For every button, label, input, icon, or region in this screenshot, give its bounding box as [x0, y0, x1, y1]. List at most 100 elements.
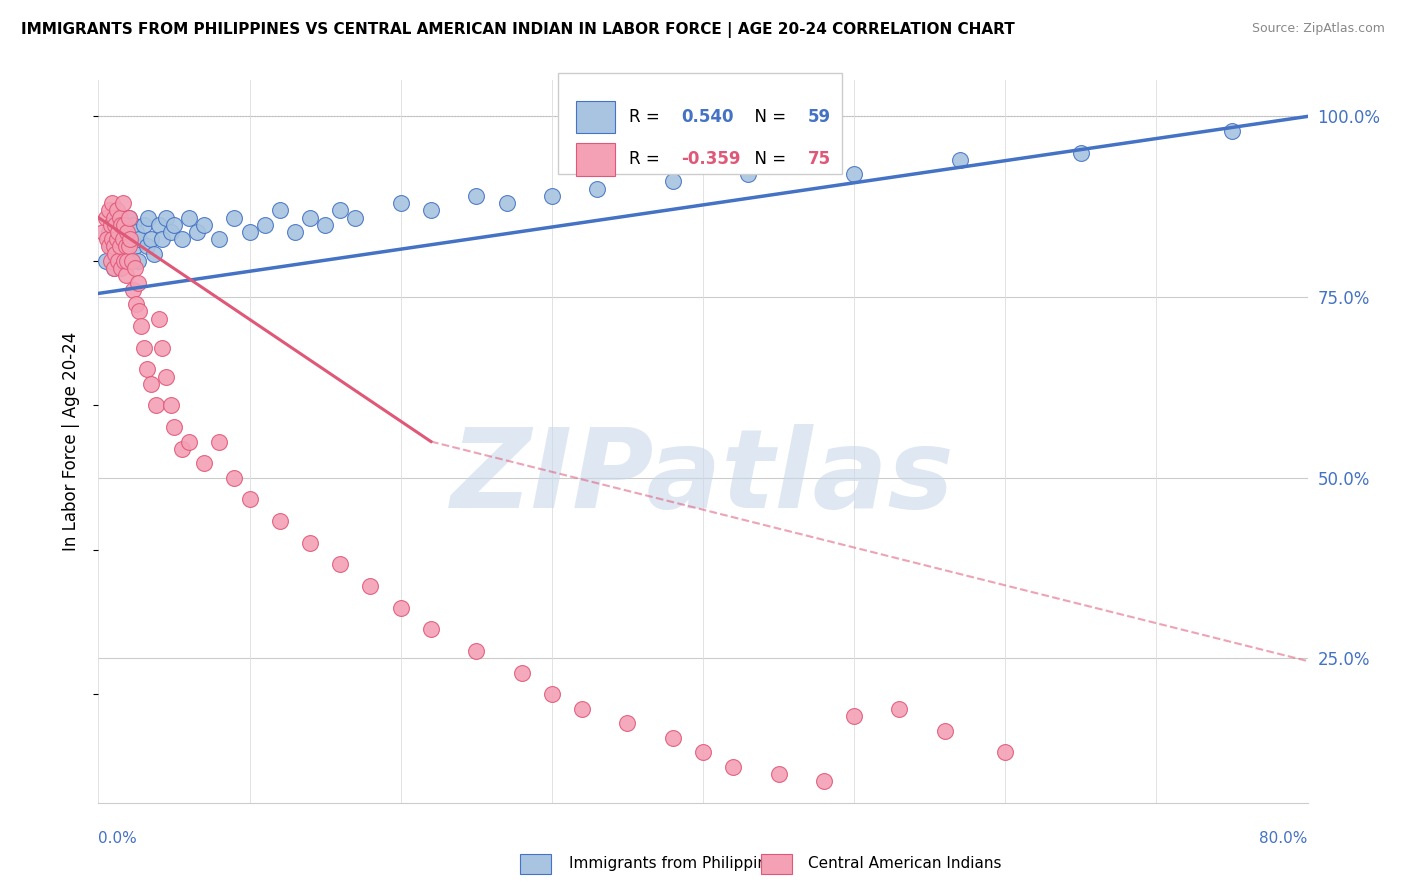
Point	[98, 203, 121, 218]
Point	[100, 218, 122, 232]
Point	[125, 297, 148, 311]
Point	[115, 253, 138, 268]
Point	[107, 246, 129, 260]
Text: R =: R =	[630, 151, 665, 169]
Point	[269, 203, 291, 218]
Point	[148, 218, 170, 232]
Point	[299, 535, 322, 549]
Point	[103, 239, 125, 253]
Point	[495, 196, 517, 211]
Point	[118, 239, 141, 253]
Point	[141, 232, 163, 246]
Text: Central American Indians: Central American Indians	[808, 856, 1002, 871]
Point	[111, 196, 134, 211]
Point	[179, 434, 201, 449]
Point	[103, 211, 125, 225]
Point	[540, 189, 562, 203]
Point	[105, 203, 128, 218]
Point	[160, 225, 183, 239]
Point	[344, 211, 367, 225]
Point	[110, 261, 132, 276]
Point	[103, 261, 125, 276]
FancyBboxPatch shape	[576, 143, 614, 176]
FancyBboxPatch shape	[576, 101, 614, 133]
Point	[94, 253, 117, 268]
Text: N =: N =	[744, 151, 792, 169]
Point	[118, 211, 141, 225]
Point	[103, 239, 125, 253]
Text: Immigrants from Philippines: Immigrants from Philippines	[569, 856, 785, 871]
Point	[616, 716, 638, 731]
Point	[98, 225, 121, 239]
Point	[949, 153, 972, 167]
Point	[186, 225, 208, 239]
Point	[114, 239, 136, 253]
Point	[571, 702, 593, 716]
Point	[105, 232, 128, 246]
Point	[104, 246, 127, 260]
Point	[586, 181, 609, 195]
Point	[360, 579, 382, 593]
Point	[125, 225, 148, 239]
Point	[127, 253, 149, 268]
Point	[193, 456, 215, 470]
Point	[103, 218, 125, 232]
Point	[844, 167, 866, 181]
Point	[661, 174, 683, 188]
Point	[108, 211, 131, 225]
Point	[329, 203, 352, 218]
Point	[465, 189, 488, 203]
Point	[101, 196, 124, 211]
Point	[170, 442, 193, 456]
Point	[155, 369, 177, 384]
Point	[510, 665, 533, 680]
Point	[239, 225, 262, 239]
Point	[143, 246, 166, 260]
Point	[737, 167, 759, 181]
Point	[100, 253, 122, 268]
Text: R =: R =	[630, 108, 665, 126]
Point	[115, 225, 138, 239]
Point	[389, 600, 412, 615]
Point	[692, 745, 714, 759]
Point	[155, 211, 177, 225]
Point	[813, 774, 835, 789]
Point	[994, 745, 1017, 759]
Point	[115, 225, 138, 239]
Point	[118, 253, 141, 268]
Point	[108, 211, 131, 225]
Point	[299, 211, 322, 225]
Point	[329, 558, 352, 572]
Point	[104, 218, 127, 232]
Point	[118, 211, 141, 225]
Point	[111, 232, 134, 246]
Text: ZIPatlas: ZIPatlas	[451, 425, 955, 531]
Point	[112, 218, 135, 232]
Point	[114, 239, 136, 253]
Point	[150, 232, 173, 246]
Point	[128, 232, 150, 246]
Point	[120, 232, 142, 246]
Point	[121, 253, 143, 268]
Text: IMMIGRANTS FROM PHILIPPINES VS CENTRAL AMERICAN INDIAN IN LABOR FORCE | AGE 20-2: IMMIGRANTS FROM PHILIPPINES VS CENTRAL A…	[21, 22, 1015, 38]
FancyBboxPatch shape	[558, 73, 842, 174]
Text: 0.0%: 0.0%	[98, 830, 138, 846]
Point	[108, 239, 131, 253]
Point	[540, 687, 562, 701]
Point	[934, 723, 956, 738]
Point	[208, 232, 231, 246]
Point	[420, 203, 443, 218]
Point	[1070, 145, 1092, 160]
Point	[163, 420, 186, 434]
Point	[141, 376, 163, 391]
Text: 59: 59	[808, 108, 831, 126]
Point	[100, 239, 122, 253]
Point	[253, 218, 276, 232]
Point	[107, 253, 129, 268]
Y-axis label: In Labor Force | Age 20-24: In Labor Force | Age 20-24	[62, 332, 80, 551]
Point	[844, 709, 866, 723]
Point	[101, 232, 124, 246]
Point	[1220, 124, 1243, 138]
Point	[111, 232, 134, 246]
Point	[314, 218, 336, 232]
